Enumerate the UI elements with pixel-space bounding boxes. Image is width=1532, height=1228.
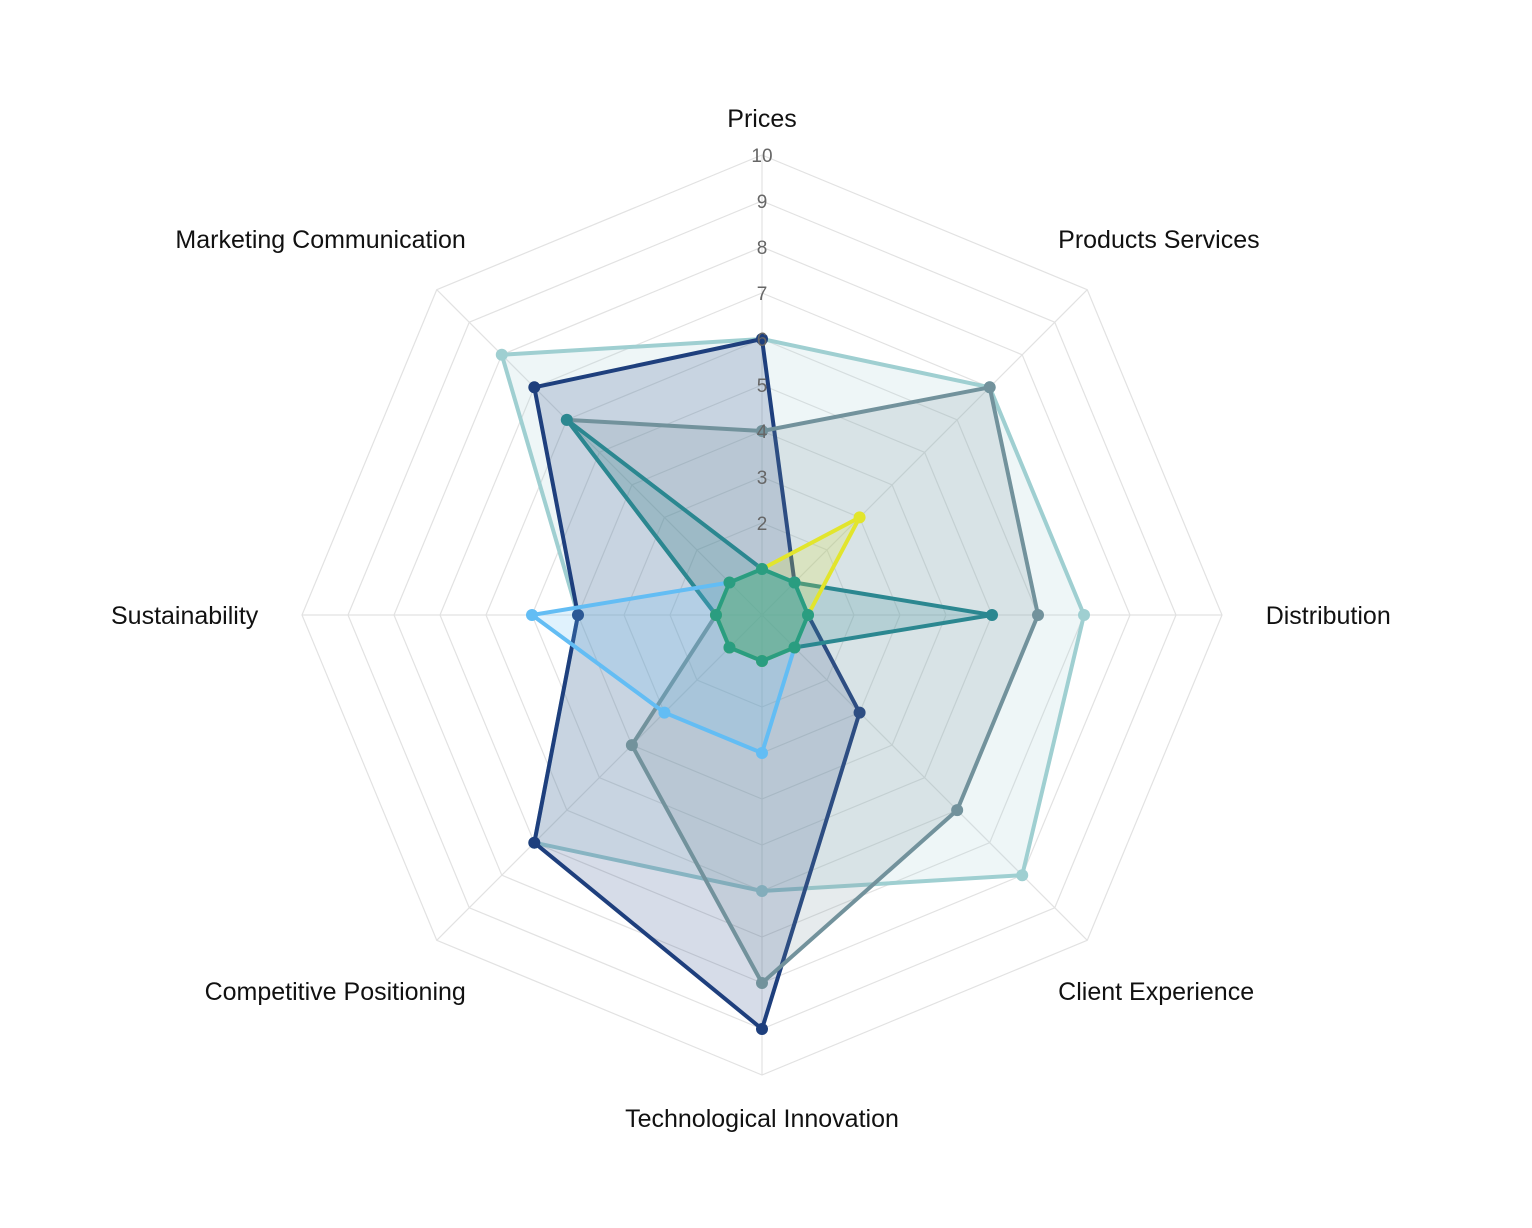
data-point[interactable] bbox=[1078, 609, 1090, 621]
axis-label: Distribution bbox=[1266, 602, 1391, 630]
data-point[interactable] bbox=[1032, 609, 1044, 621]
axis-label: Competitive Positioning bbox=[205, 978, 466, 1006]
data-point[interactable] bbox=[723, 641, 736, 654]
data-point[interactable] bbox=[756, 655, 768, 667]
grid-spoke bbox=[761, 614, 1088, 941]
tick-label: 10 bbox=[751, 146, 772, 167]
data-point[interactable] bbox=[756, 1023, 768, 1035]
tick-label: 6 bbox=[757, 330, 768, 351]
grid-spoke bbox=[761, 289, 1088, 616]
grid-spoke bbox=[436, 289, 763, 616]
axis-label: Prices bbox=[727, 105, 796, 133]
data-point[interactable] bbox=[756, 977, 768, 989]
data-point[interactable] bbox=[710, 609, 722, 621]
data-point[interactable] bbox=[658, 706, 671, 719]
data-point[interactable] bbox=[853, 706, 866, 719]
data-point[interactable] bbox=[756, 425, 768, 437]
radar-series bbox=[495, 333, 1090, 1035]
data-point[interactable] bbox=[756, 885, 768, 897]
data-point[interactable] bbox=[526, 609, 538, 621]
axis-label: Sustainability bbox=[111, 602, 259, 630]
grid-spoke bbox=[436, 614, 763, 941]
axis-label: Products Services bbox=[1058, 226, 1259, 254]
data-point[interactable] bbox=[802, 609, 814, 621]
tick-label: 9 bbox=[757, 192, 768, 213]
tick-label: 3 bbox=[757, 468, 768, 489]
data-point[interactable] bbox=[756, 563, 768, 575]
data-point[interactable] bbox=[572, 609, 584, 621]
series-7 bbox=[710, 563, 814, 667]
tick-label: 4 bbox=[757, 422, 768, 443]
tick-label: 2 bbox=[757, 514, 768, 535]
axis-label: Client Experience bbox=[1058, 978, 1254, 1006]
data-point[interactable] bbox=[788, 576, 801, 589]
data-point[interactable] bbox=[951, 804, 964, 817]
radar-ticks: 2 3 4 5 6 7 8 9 10 bbox=[751, 146, 772, 535]
data-point[interactable] bbox=[528, 381, 541, 394]
data-point[interactable] bbox=[528, 836, 541, 849]
data-point[interactable] bbox=[1016, 869, 1029, 882]
tick-label: 8 bbox=[757, 238, 768, 259]
axis-label: Marketing Communication bbox=[175, 226, 465, 254]
tick-label: 7 bbox=[757, 284, 768, 305]
axis-label: Technological Innovation bbox=[625, 1105, 899, 1133]
data-point[interactable] bbox=[756, 747, 768, 759]
data-point[interactable] bbox=[723, 576, 736, 589]
data-point[interactable] bbox=[756, 333, 768, 345]
tick-label: 5 bbox=[757, 376, 768, 397]
data-point[interactable] bbox=[495, 348, 508, 361]
data-point[interactable] bbox=[560, 413, 573, 426]
data-point[interactable] bbox=[983, 381, 996, 394]
data-point[interactable] bbox=[986, 609, 998, 621]
axis-labels: Prices Products Services Distribution Clien… bbox=[111, 105, 1391, 1133]
data-point[interactable] bbox=[625, 739, 638, 752]
data-point[interactable] bbox=[788, 641, 801, 654]
data-point[interactable] bbox=[853, 511, 866, 524]
